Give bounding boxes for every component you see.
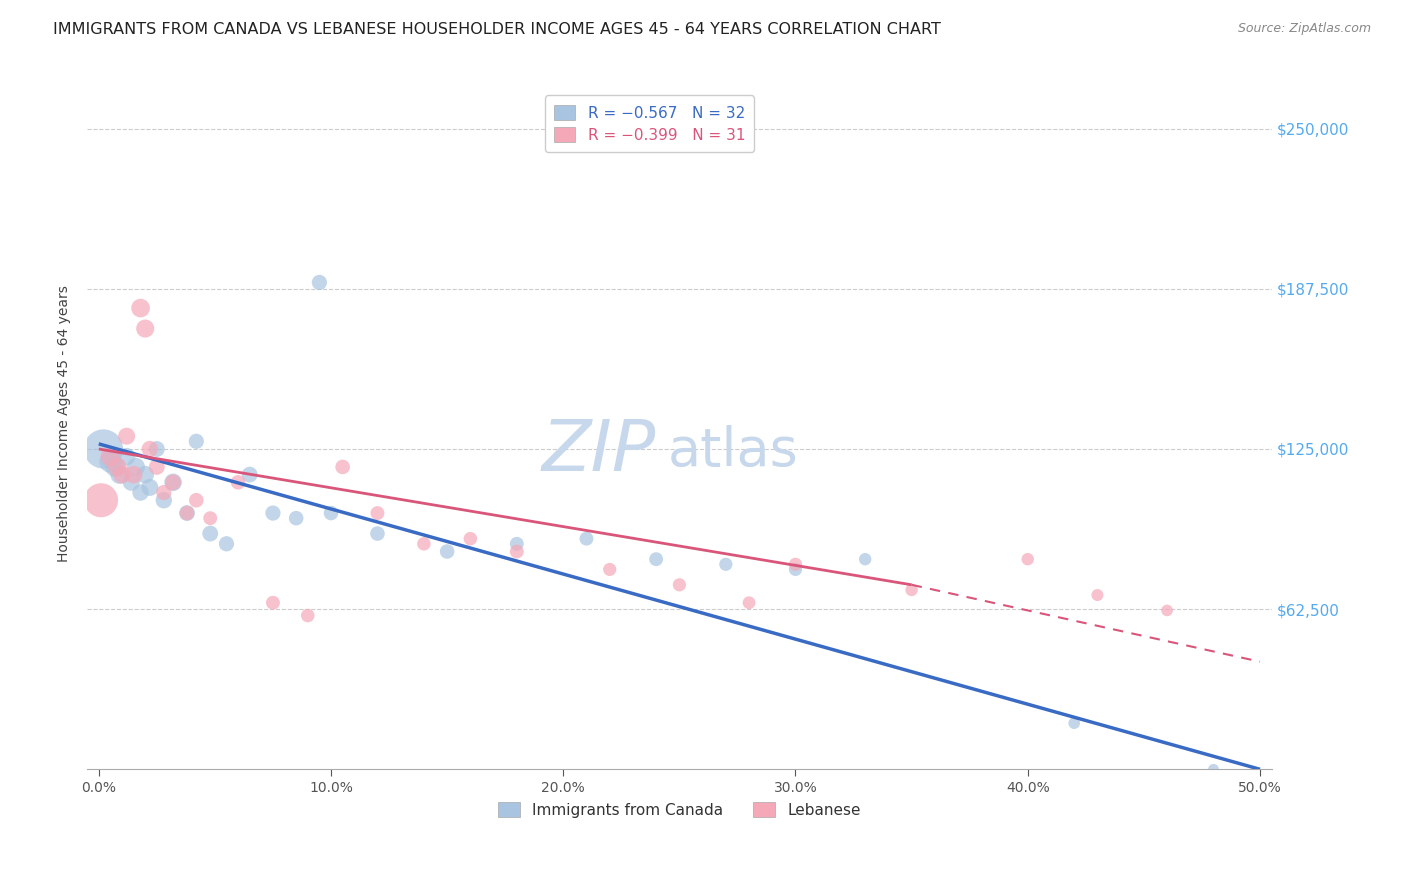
- Point: [152, 485, 174, 500]
- Point: [506, 544, 529, 558]
- Point: [129, 485, 152, 500]
- Point: [308, 276, 330, 290]
- Point: [105, 459, 128, 474]
- Text: atlas: atlas: [668, 425, 799, 477]
- Point: [146, 459, 169, 474]
- Point: [139, 442, 162, 456]
- Point: [152, 493, 174, 508]
- Point: [853, 552, 876, 566]
- Point: [645, 552, 668, 566]
- Point: [366, 526, 388, 541]
- Point: [412, 537, 434, 551]
- Point: [176, 506, 198, 520]
- Point: [108, 467, 131, 482]
- Point: [668, 578, 690, 592]
- Point: [226, 475, 249, 490]
- Point: [1087, 588, 1109, 602]
- Point: [200, 511, 222, 525]
- Point: [785, 562, 807, 576]
- Point: [262, 506, 284, 520]
- Point: [436, 544, 458, 558]
- Text: Source: ZipAtlas.com: Source: ZipAtlas.com: [1237, 22, 1371, 36]
- Point: [1063, 716, 1085, 731]
- Point: [111, 467, 134, 482]
- Point: [900, 582, 922, 597]
- Point: [1156, 603, 1178, 617]
- Point: [215, 537, 238, 551]
- Point: [366, 506, 388, 520]
- Text: ZIP: ZIP: [541, 417, 655, 485]
- Text: IMMIGRANTS FROM CANADA VS LEBANESE HOUSEHOLDER INCOME AGES 45 - 64 YEARS CORRELA: IMMIGRANTS FROM CANADA VS LEBANESE HOUSE…: [53, 22, 941, 37]
- Point: [134, 467, 156, 482]
- Point: [319, 506, 342, 520]
- Point: [239, 467, 262, 482]
- Y-axis label: Householder Income Ages 45 - 64 years: Householder Income Ages 45 - 64 years: [58, 285, 72, 562]
- Point: [120, 475, 142, 490]
- Point: [162, 475, 184, 490]
- Point: [90, 493, 112, 508]
- Point: [125, 459, 148, 474]
- Point: [738, 596, 761, 610]
- Point: [297, 608, 319, 623]
- Point: [100, 450, 122, 464]
- Point: [146, 442, 169, 456]
- Point: [575, 532, 598, 546]
- Point: [332, 459, 354, 474]
- Point: [93, 442, 115, 456]
- Point: [176, 506, 198, 520]
- Point: [104, 459, 127, 474]
- Point: [186, 434, 208, 449]
- Point: [115, 429, 138, 443]
- Point: [129, 301, 152, 315]
- Point: [115, 450, 138, 464]
- Point: [785, 558, 807, 572]
- Point: [186, 493, 208, 508]
- Point: [285, 511, 308, 525]
- Point: [162, 475, 184, 490]
- Point: [139, 480, 162, 494]
- Point: [1017, 552, 1039, 566]
- Legend: Immigrants from Canada, Lebanese: Immigrants from Canada, Lebanese: [492, 796, 866, 824]
- Point: [714, 558, 737, 572]
- Point: [506, 537, 529, 551]
- Point: [262, 596, 284, 610]
- Point: [1202, 762, 1225, 776]
- Point: [200, 526, 222, 541]
- Point: [460, 532, 482, 546]
- Point: [122, 467, 145, 482]
- Point: [134, 321, 156, 335]
- Point: [100, 455, 122, 469]
- Point: [599, 562, 621, 576]
